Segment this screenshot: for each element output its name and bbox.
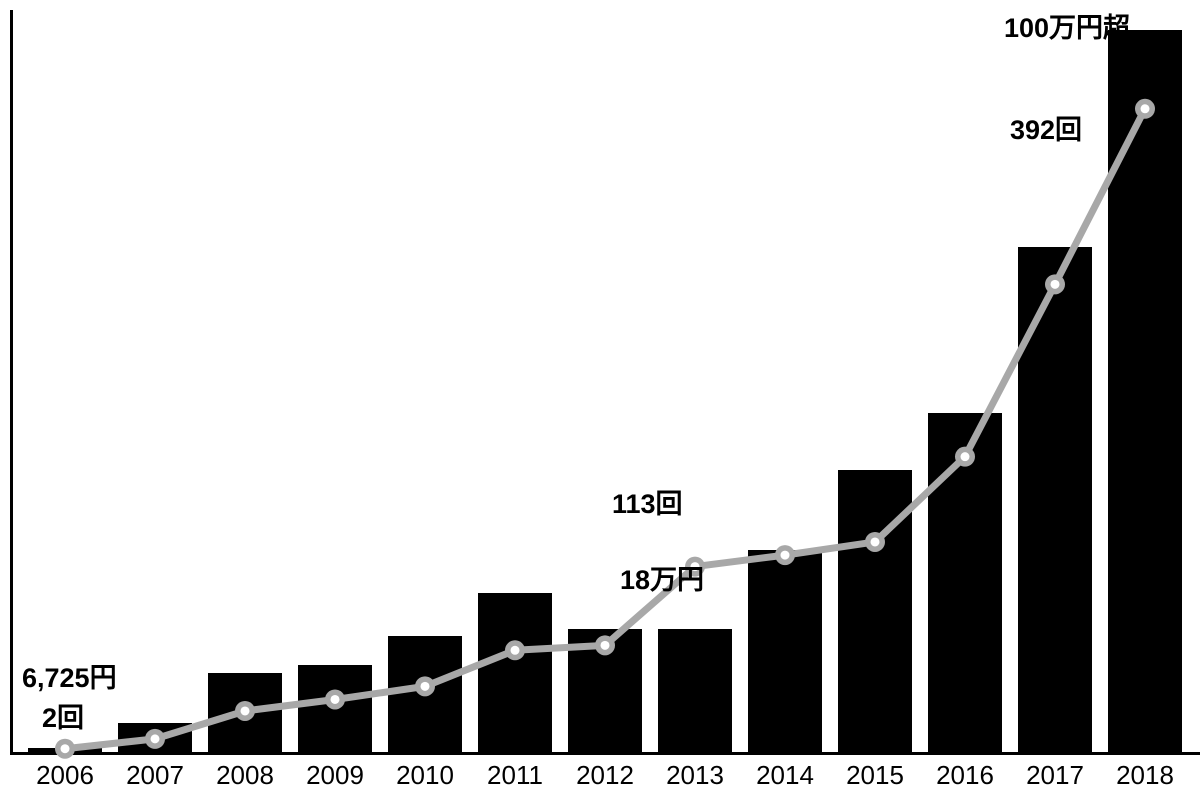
bar	[1108, 30, 1182, 752]
combo-chart: 2006200720082009201020112012201320142015…	[0, 0, 1200, 800]
annotation-label: 6,725円	[22, 656, 117, 695]
annotation-label: 392回	[1010, 108, 1082, 147]
bar	[298, 665, 372, 752]
x-tick-label: 2011	[470, 760, 560, 791]
annotation-label: 18万円	[620, 558, 704, 597]
bar	[658, 629, 732, 752]
x-tick-label: 2014	[740, 760, 830, 791]
x-axis	[10, 752, 1200, 755]
x-tick-label: 2008	[200, 760, 290, 791]
x-tick-label: 2016	[920, 760, 1010, 791]
x-tick-label: 2007	[110, 760, 200, 791]
y-axis	[10, 10, 13, 752]
x-tick-label: 2012	[560, 760, 650, 791]
bar	[388, 636, 462, 752]
annotation-label: 2回	[42, 696, 84, 735]
x-tick-label: 2017	[1010, 760, 1100, 791]
annotation-label: 100万円超	[1004, 6, 1130, 45]
bar	[208, 673, 282, 752]
bar	[118, 723, 192, 752]
x-tick-label: 2010	[380, 760, 470, 791]
annotation-label: 113回	[612, 482, 683, 521]
bar	[28, 748, 102, 752]
x-tick-label: 2009	[290, 760, 380, 791]
bar	[478, 593, 552, 752]
bar	[928, 413, 1002, 752]
bar	[568, 629, 642, 752]
bar	[838, 470, 912, 752]
bar	[748, 550, 822, 752]
x-tick-label: 2013	[650, 760, 740, 791]
x-tick-label: 2015	[830, 760, 920, 791]
bar	[1018, 247, 1092, 752]
x-tick-label: 2018	[1100, 760, 1190, 791]
x-tick-label: 2006	[20, 760, 110, 791]
